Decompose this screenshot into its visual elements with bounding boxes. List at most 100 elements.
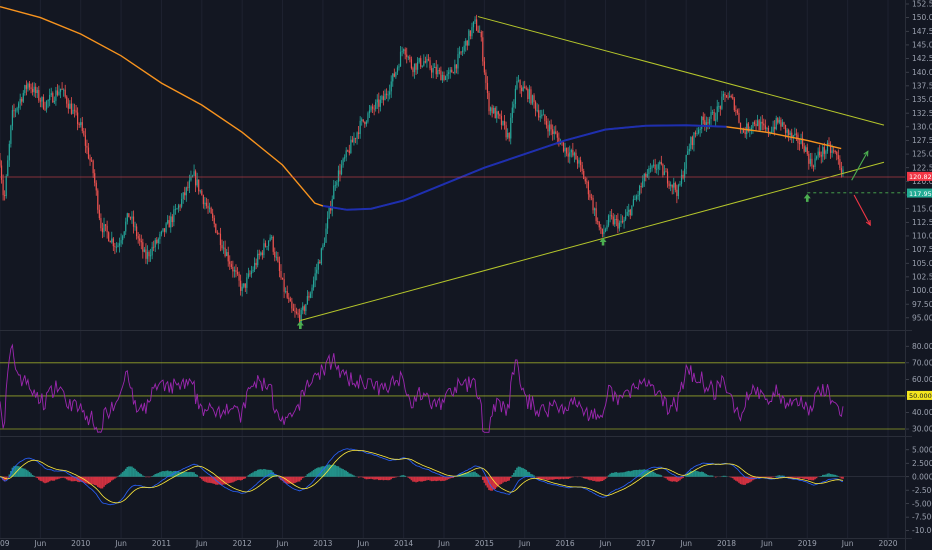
candle-body[interactable] <box>344 157 346 159</box>
candle-body[interactable] <box>715 119 717 121</box>
candle-body[interactable] <box>208 207 211 209</box>
candle-body[interactable] <box>629 209 631 216</box>
candle-body[interactable] <box>18 103 20 108</box>
candle-body[interactable] <box>106 225 108 233</box>
candle-body[interactable] <box>21 98 23 102</box>
candle-body[interactable] <box>280 270 282 278</box>
candle-body[interactable] <box>415 63 417 70</box>
candle-body[interactable] <box>477 30 479 33</box>
candle-body[interactable] <box>693 132 695 146</box>
macd-line[interactable] <box>0 448 844 506</box>
candle-body[interactable] <box>570 149 572 153</box>
candle-body[interactable] <box>157 239 159 244</box>
candle-body[interactable] <box>671 184 673 188</box>
candle-body[interactable] <box>274 251 276 258</box>
candle-body[interactable] <box>413 63 416 73</box>
candle-body[interactable] <box>165 223 167 232</box>
candle-body[interactable] <box>600 227 602 229</box>
candle-body[interactable] <box>525 88 527 90</box>
candle-body[interactable] <box>454 64 456 74</box>
candle-body[interactable] <box>781 122 784 127</box>
candle-body[interactable] <box>774 126 776 130</box>
candle-body[interactable] <box>708 119 711 124</box>
candle-body[interactable] <box>84 135 86 146</box>
candle-body[interactable] <box>676 189 678 197</box>
candle-body[interactable] <box>181 198 183 207</box>
candle-body[interactable] <box>469 30 471 37</box>
candle-body[interactable] <box>572 149 574 156</box>
candle-body[interactable] <box>10 125 12 144</box>
candle-body[interactable] <box>612 216 614 225</box>
candle-body[interactable] <box>398 66 400 68</box>
candle-body[interactable] <box>761 121 763 124</box>
candle-body[interactable] <box>311 287 313 294</box>
candle-body[interactable] <box>429 60 431 69</box>
candle-body[interactable] <box>688 148 690 152</box>
candle-body[interactable] <box>167 220 169 224</box>
candle-body[interactable] <box>674 182 676 190</box>
candle-body[interactable] <box>204 202 206 205</box>
candle-body[interactable] <box>601 228 603 235</box>
candle-body[interactable] <box>108 232 110 242</box>
candle-body[interactable] <box>218 233 220 235</box>
candle-body[interactable] <box>98 209 100 219</box>
candle-body[interactable] <box>566 147 568 154</box>
candle-body[interactable] <box>620 221 622 223</box>
candle-body[interactable] <box>389 91 391 95</box>
trendline[interactable] <box>300 161 885 322</box>
candle-body[interactable] <box>556 133 558 138</box>
candle-body[interactable] <box>201 190 203 196</box>
candle-body[interactable] <box>8 143 10 161</box>
candle-body[interactable] <box>222 247 225 249</box>
candle-body[interactable] <box>229 261 231 265</box>
candle-body[interactable] <box>482 37 484 62</box>
candle-body[interactable] <box>11 110 14 126</box>
candle-body[interactable] <box>2 179 4 196</box>
candle-body[interactable] <box>569 152 571 157</box>
candle-body[interactable] <box>623 219 625 223</box>
candle-body[interactable] <box>109 241 111 243</box>
candle-body[interactable] <box>493 108 495 114</box>
candle-body[interactable] <box>524 86 526 89</box>
candle-body[interactable] <box>340 165 343 175</box>
candle-body[interactable] <box>25 85 27 89</box>
candle-body[interactable] <box>625 215 627 220</box>
candle-body[interactable] <box>822 147 824 157</box>
candle-body[interactable] <box>36 90 38 94</box>
candle-body[interactable] <box>739 122 742 130</box>
candle-body[interactable] <box>317 261 319 270</box>
candle-body[interactable] <box>359 120 361 134</box>
candle-body[interactable] <box>179 205 181 207</box>
candle-body[interactable] <box>316 269 318 274</box>
candle-body[interactable] <box>213 218 215 224</box>
candle-body[interactable] <box>365 121 367 125</box>
candle-body[interactable] <box>67 103 69 109</box>
candle-body[interactable] <box>292 308 295 311</box>
candle-body[interactable] <box>361 119 363 121</box>
candle-body[interactable] <box>246 277 248 288</box>
candle-body[interactable] <box>707 122 709 124</box>
candle-body[interactable] <box>800 138 802 144</box>
candle-body[interactable] <box>104 224 107 226</box>
candle-body[interactable] <box>829 144 832 153</box>
candle-body[interactable] <box>609 215 611 217</box>
candle-body[interactable] <box>289 298 291 302</box>
candle-body[interactable] <box>819 151 821 156</box>
candle-body[interactable] <box>235 270 237 272</box>
candle-body[interactable] <box>401 50 403 52</box>
candle-body[interactable] <box>783 122 785 125</box>
candle-body[interactable] <box>395 72 397 77</box>
candle-body[interactable] <box>573 152 576 156</box>
up-arrow-marker[interactable] <box>296 321 304 329</box>
candle-body[interactable] <box>212 213 214 219</box>
candle-body[interactable] <box>168 220 170 228</box>
candle-body[interactable] <box>837 155 839 160</box>
candle-body[interactable] <box>446 74 448 77</box>
candle-body[interactable] <box>233 270 236 272</box>
candle-body[interactable] <box>805 147 807 152</box>
candle-body[interactable] <box>264 243 267 247</box>
candle-body[interactable] <box>176 208 178 210</box>
candle-body[interactable] <box>494 108 496 119</box>
candle-body[interactable] <box>502 120 504 125</box>
candle-body[interactable] <box>694 132 697 135</box>
